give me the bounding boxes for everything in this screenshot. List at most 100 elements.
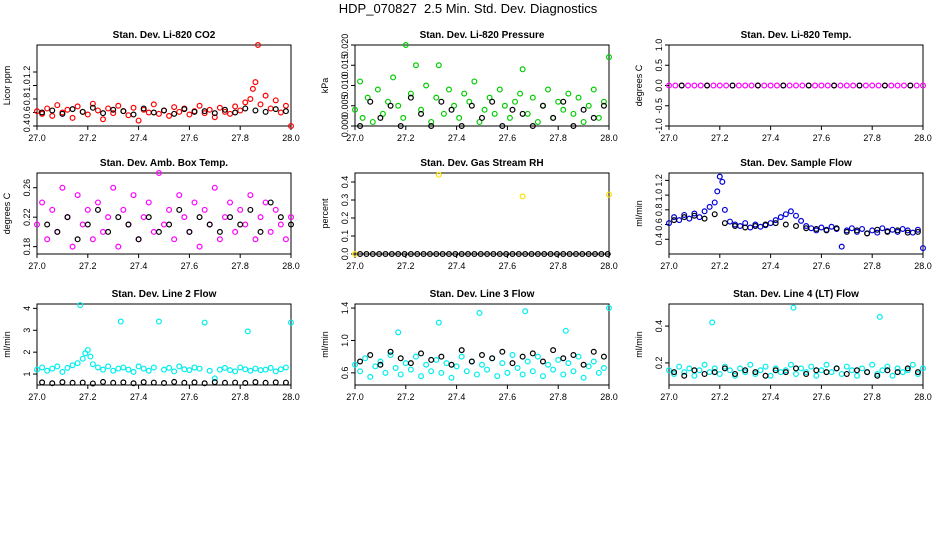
x-tick-label: 27.2 xyxy=(79,392,97,402)
data-point xyxy=(711,369,718,376)
data-point xyxy=(874,226,881,233)
data-point xyxy=(428,118,435,125)
data-point xyxy=(186,367,193,374)
data-point xyxy=(468,358,475,365)
data-point xyxy=(681,369,688,376)
x-tick-label: 27.0 xyxy=(660,261,678,271)
x-tick-label: 27.8 xyxy=(231,392,249,402)
data-point xyxy=(481,106,488,113)
data-point xyxy=(458,347,465,354)
data-point xyxy=(110,379,117,386)
data-point xyxy=(686,215,693,222)
x-tick-label: 27.0 xyxy=(346,392,364,402)
series-main xyxy=(352,171,612,258)
data-point xyxy=(247,367,254,374)
data-point xyxy=(181,106,188,113)
data-point xyxy=(782,221,789,228)
data-point xyxy=(772,220,779,227)
series-fit xyxy=(357,347,607,368)
data-point xyxy=(522,251,529,258)
plot-frame xyxy=(36,303,292,386)
data-point xyxy=(262,92,269,99)
data-point xyxy=(458,353,465,360)
data-point xyxy=(166,112,173,119)
data-point xyxy=(894,82,901,89)
data-point xyxy=(267,364,274,371)
data-point xyxy=(904,229,911,236)
data-point xyxy=(435,62,442,69)
data-point xyxy=(115,365,122,372)
data-point xyxy=(262,366,269,373)
data-point xyxy=(176,192,183,199)
y-tick-label: 0.4 xyxy=(654,233,664,246)
data-point xyxy=(914,369,921,376)
data-point xyxy=(468,102,475,109)
data-point xyxy=(39,364,46,371)
data-point xyxy=(823,227,830,234)
y-axis-label: ml/min xyxy=(634,331,644,358)
data-point xyxy=(150,228,157,235)
data-point xyxy=(798,217,805,224)
data-point xyxy=(257,101,264,108)
data-point xyxy=(59,110,66,117)
data-point xyxy=(407,251,414,258)
data-point xyxy=(161,380,168,387)
data-point xyxy=(676,363,683,370)
x-tick-label: 27.6 xyxy=(181,133,199,143)
data-point xyxy=(44,105,51,112)
data-point xyxy=(560,371,567,378)
data-point xyxy=(884,367,891,374)
data-point xyxy=(585,363,592,370)
chart-title: Stan. Dev. Sample Flow xyxy=(740,158,852,169)
data-point xyxy=(428,356,435,363)
data-point xyxy=(367,373,374,380)
data-point xyxy=(412,353,419,360)
data-point xyxy=(570,368,577,375)
data-point xyxy=(709,319,716,326)
data-point xyxy=(560,355,567,362)
data-point xyxy=(418,373,425,380)
y-tick-label: 0.8 xyxy=(22,93,32,106)
data-point xyxy=(701,208,708,215)
data-point xyxy=(506,114,513,121)
x-tick-label: 27.2 xyxy=(711,261,729,271)
data-point xyxy=(813,367,820,374)
data-point xyxy=(272,97,279,104)
data-point xyxy=(262,199,269,206)
data-point xyxy=(600,353,607,360)
data-point xyxy=(752,369,759,376)
y-tick-label: 1.0 xyxy=(340,334,350,347)
data-point xyxy=(94,199,101,206)
y-tick-label: 0.4 xyxy=(340,176,350,189)
data-point xyxy=(803,369,810,376)
data-point xyxy=(729,82,736,89)
series-main xyxy=(33,170,295,250)
data-point xyxy=(282,108,289,115)
data-point xyxy=(382,251,389,258)
data-point xyxy=(438,353,445,360)
data-point xyxy=(524,358,531,365)
data-point xyxy=(909,361,916,368)
y-tick-label: 1.0 xyxy=(22,79,32,92)
data-point xyxy=(110,110,117,117)
data-point xyxy=(426,251,433,258)
x-tick-label: 27.8 xyxy=(863,133,881,143)
data-point xyxy=(515,251,522,258)
series-main xyxy=(352,41,612,125)
data-point xyxy=(402,41,409,48)
data-point xyxy=(595,369,602,376)
data-point xyxy=(171,368,178,375)
x-tick-label: 28.0 xyxy=(914,133,932,143)
data-point xyxy=(357,368,364,375)
x-tick-label: 27.4 xyxy=(448,392,466,402)
data-point xyxy=(150,101,157,108)
data-point xyxy=(89,380,96,387)
y-axis-label: percent xyxy=(320,198,330,229)
series-fit xyxy=(357,251,611,258)
data-point xyxy=(369,118,376,125)
data-point xyxy=(357,251,364,258)
plot-frame xyxy=(668,303,924,386)
data-point xyxy=(440,110,447,117)
data-point xyxy=(377,361,384,368)
x-tick-label: 27.2 xyxy=(397,133,415,143)
